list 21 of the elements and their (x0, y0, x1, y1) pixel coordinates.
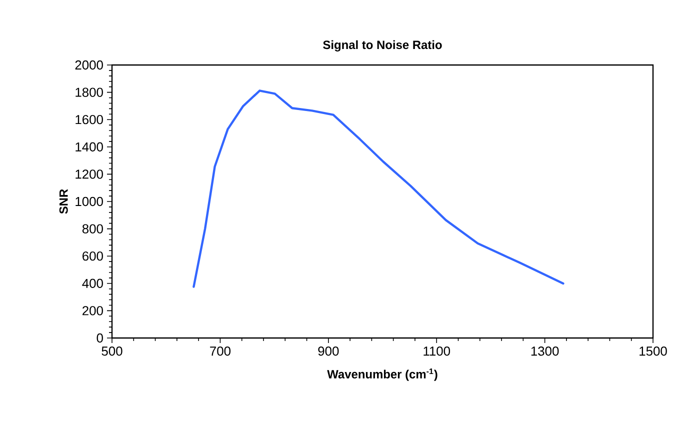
line-series (192, 90, 564, 288)
y-axis-title: SNR (59, 189, 68, 214)
y-tick-label: 600 (82, 252, 103, 261)
x-tick-label: 1300 (531, 346, 559, 356)
y-tick-label: 1600 (76, 115, 103, 124)
y-tick-label: 800 (82, 224, 103, 234)
y-tick-label: 200 (82, 306, 103, 316)
x-tick-label: 1100 (424, 346, 450, 356)
y-tick-label: 1200 (76, 170, 103, 179)
y-tick-label: 1800 (76, 88, 103, 97)
chart-title: Signal to Noise Ratio (323, 40, 442, 52)
x-tick-label: 500 (102, 346, 122, 356)
x-tick-label: 1500 (640, 346, 667, 356)
x-tick-label: 900 (318, 346, 339, 356)
x-tick-label: 700 (210, 346, 231, 356)
y-tick-label: 0 (96, 333, 103, 343)
x-axis-title: Wavenumber (cm$^{-1}$) (327, 368, 438, 381)
y-tick-label: 1400 (76, 142, 103, 152)
y-tick-label: 1000 (76, 196, 103, 206)
y-tick-label: 400 (82, 278, 103, 288)
y-tick-label: 2000 (75, 60, 103, 70)
